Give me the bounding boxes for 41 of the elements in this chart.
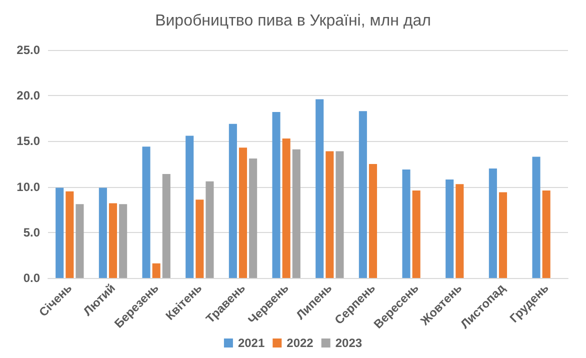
bar: [282, 138, 290, 278]
y-tick-label: 5.0: [23, 225, 40, 240]
bar: [66, 191, 74, 278]
bar: [98, 188, 107, 278]
bar: [186, 136, 194, 278]
bar: [228, 124, 237, 278]
bar: [498, 192, 508, 278]
bar: [326, 151, 334, 278]
bar: [142, 146, 150, 278]
bar: [336, 151, 344, 278]
y-tick-label: 25.0: [16, 43, 40, 57]
y-tick-label: 15.0: [16, 134, 40, 148]
legend-label: 2023: [335, 336, 362, 350]
bar: [119, 204, 128, 278]
bar: [358, 111, 367, 278]
bar: [532, 156, 540, 278]
bar: [206, 181, 214, 278]
y-tick-label: 0.0: [23, 271, 40, 285]
bar: [368, 164, 378, 278]
bar: [412, 190, 420, 278]
bar: [76, 204, 84, 278]
bar: [402, 169, 410, 278]
bar: [152, 263, 160, 278]
bar: [272, 112, 280, 278]
bar: [446, 180, 454, 278]
legend-label: 2021: [238, 336, 265, 350]
y-tick-label: 20.0: [16, 88, 40, 103]
bar: [292, 149, 300, 278]
bar: [542, 190, 550, 278]
bar: [488, 168, 497, 278]
bar: [249, 158, 258, 278]
bar: [56, 188, 64, 278]
bar: [196, 200, 204, 278]
bar: [108, 203, 118, 278]
legend-label: 2022: [286, 336, 314, 350]
bar: [238, 148, 248, 278]
bar: [456, 184, 464, 278]
bar: [162, 174, 170, 278]
chart-title: Виробництво пива в Україні, млн дал: [155, 12, 431, 30]
bar: [316, 99, 324, 278]
y-tick-label: 10.0: [16, 180, 40, 194]
